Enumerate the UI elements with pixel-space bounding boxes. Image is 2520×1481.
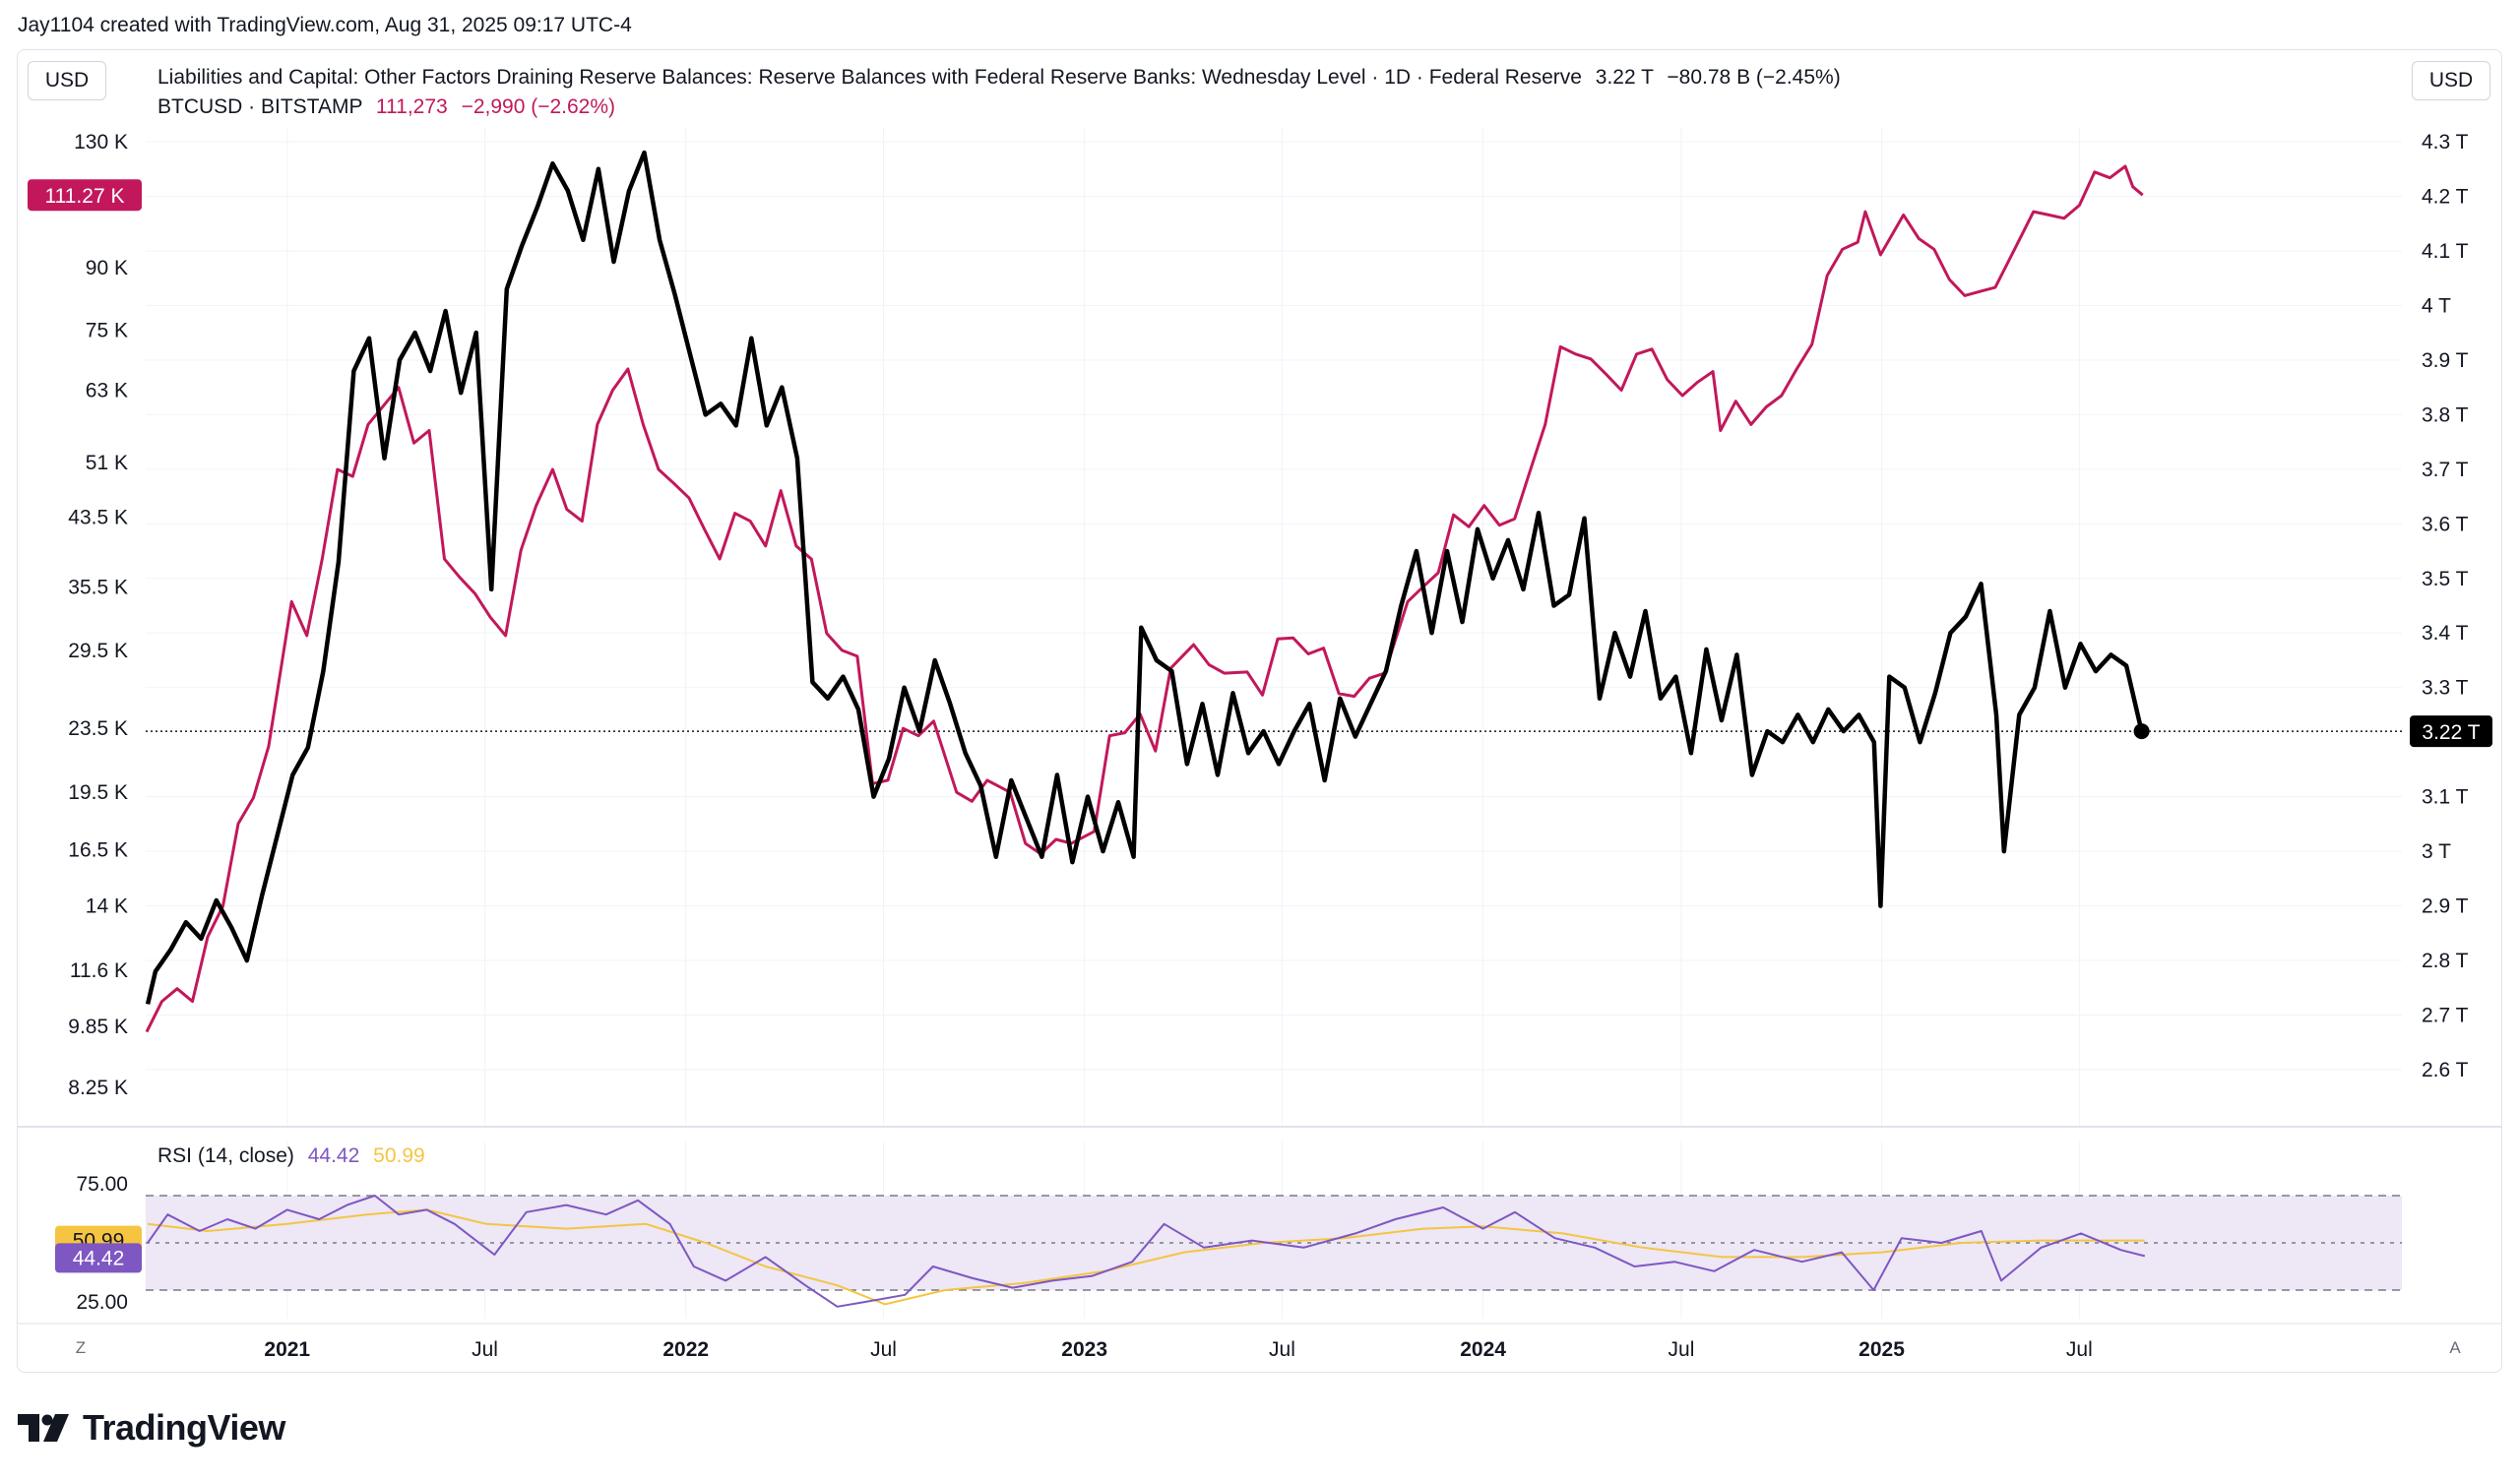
- time-axis-tick-label: Jul: [1669, 1338, 1695, 1361]
- rsi-ma-line: [147, 1208, 2145, 1306]
- right-axis-tick-label: 3.4 T: [2422, 622, 2469, 645]
- time-axis-tick-label: Jul: [1269, 1338, 1295, 1361]
- left-axis-tick-label: 35.5 K: [68, 576, 128, 598]
- left-axis-tick-label: 9.85 K: [68, 1016, 128, 1038]
- reserves-series-line: [145, 150, 2144, 1005]
- tradingview-logo-icon: [18, 1414, 69, 1442]
- btc-price-badge: 111.27 K: [28, 179, 142, 212]
- price-badge-text: 111.27 K: [45, 185, 125, 208]
- left-axis-tick-label: 14 K: [86, 895, 128, 918]
- grid: [146, 128, 2402, 1319]
- right-axis-tick-label: 3.9 T: [2422, 349, 2469, 372]
- left-axis-tick-label: 11.6 K: [70, 959, 128, 982]
- tradingview-logo: TradingView: [18, 1407, 285, 1449]
- time-axis-tick-label: Jul: [2066, 1338, 2093, 1361]
- auto-scale-toggle[interactable]: A: [2449, 1338, 2461, 1357]
- chart-legend: Liabilities and Capital: Other Factors D…: [158, 63, 1841, 122]
- price-badge-background: [2410, 715, 2492, 748]
- right-axis-tick-label: 3 T: [2422, 840, 2451, 863]
- legend-series1-name: Liabilities and Capital: Other Factors D…: [158, 66, 1582, 89]
- left-axis-tick-label: 75 K: [86, 320, 128, 342]
- price-badge-text: 3.22 T: [2422, 721, 2480, 744]
- right-axis: 4.3 T 4.2 T 4.1 T 4 T 3.9 T 3.8 T 3.7 T 3.6 T 3.…: [2422, 131, 2469, 1081]
- left-axis-tick-label: 23.5 K: [68, 717, 128, 740]
- right-axis-tick-label: 2.6 T: [2422, 1059, 2469, 1081]
- rsi-value-badge: 44.42: [55, 1243, 142, 1273]
- left-axis-tick-label: 90 K: [86, 257, 128, 279]
- right-axis-tick-label: 4.3 T: [2422, 131, 2469, 154]
- right-axis-tick-label: 3.1 T: [2422, 786, 2469, 809]
- left-axis: 130 K 90 K 75 K 63 K 51 K 43.5 K 35.5 K 29.5 K 2…: [68, 131, 128, 1099]
- rsi-axis-tick-label: 25.00: [76, 1291, 128, 1314]
- right-axis-tick-label: 2.8 T: [2422, 950, 2469, 972]
- rsi-label: RSI (14, close): [158, 1144, 294, 1167]
- right-axis-tick-label: 3.3 T: [2422, 677, 2469, 700]
- legend-series2-change: −2,990 (−2.62%): [461, 95, 616, 118]
- right-axis-tick-label: 4.2 T: [2422, 185, 2469, 208]
- left-axis-tick-label: 51 K: [86, 452, 128, 474]
- tradingview-logo-text: TradingView: [83, 1407, 285, 1448]
- legend-series2-name: BTCUSD · BITSTAMP: [158, 95, 363, 118]
- time-axis-tick-label: 2023: [1061, 1338, 1107, 1361]
- price-badge-text: 44.42: [73, 1247, 125, 1269]
- right-axis-tick-label: 4 T: [2422, 294, 2451, 317]
- right-axis-tick-label: 2.9 T: [2422, 895, 2469, 918]
- left-axis-tick-label: 43.5 K: [68, 507, 128, 529]
- time-axis-tick-label: 2022: [662, 1338, 709, 1361]
- right-axis-tick-label: 3.7 T: [2422, 459, 2469, 481]
- legend-series2-value: 111,273: [375, 95, 448, 118]
- btc-series-line: [145, 164, 2144, 1033]
- legend-series2[interactable]: BTCUSD · BITSTAMP 111,273 −2,990 (−2.62%…: [158, 93, 1841, 122]
- time-axis-tick-label: 2024: [1460, 1338, 1506, 1361]
- rsi-ma-value: 50.99: [373, 1144, 425, 1167]
- right-axis-tick-label: 4.1 T: [2422, 240, 2469, 263]
- left-currency-button[interactable]: USD: [28, 61, 106, 100]
- legend-series1[interactable]: Liabilities and Capital: Other Factors D…: [158, 63, 1841, 93]
- left-axis-tick-label: 19.5 K: [68, 781, 128, 804]
- rsi-axis-tick-label: 75.00: [76, 1173, 128, 1196]
- right-axis-tick-label: 3.5 T: [2422, 568, 2469, 590]
- chart-frame: [17, 49, 2502, 1373]
- legend-series1-value: 3.22 T: [1595, 66, 1654, 89]
- price-badge-background: [55, 1243, 142, 1273]
- time-axis: 2021 Jul 2022 Jul 2023 Jul 2024 Jul 2025 Jul: [264, 1338, 2092, 1361]
- left-axis-tick-label: 8.25 K: [68, 1077, 128, 1099]
- rsi-legend[interactable]: RSI (14, close) 44.42 50.99: [158, 1142, 425, 1171]
- legend-series1-change: −80.78 B (−2.45%): [1667, 66, 1841, 89]
- time-axis-tick-label: 2021: [264, 1338, 310, 1361]
- price-badge-background: [28, 179, 142, 212]
- time-axis-tick-label: Jul: [472, 1338, 498, 1361]
- right-axis-tick-label: 3.8 T: [2422, 403, 2469, 426]
- right-currency-button[interactable]: USD: [2412, 61, 2490, 100]
- left-axis-tick-label: 16.5 K: [68, 838, 128, 861]
- rsi-line: [147, 1195, 2146, 1308]
- time-axis-tick-label: Jul: [870, 1338, 897, 1361]
- left-axis-tick-label: 130 K: [74, 131, 128, 154]
- attribution-text: Jay1104 created with TradingView.com, Au…: [18, 14, 632, 36]
- left-axis-tick-label: 63 K: [86, 379, 128, 401]
- time-axis-tick-label: 2025: [1858, 1338, 1905, 1361]
- rsi-value: 44.42: [307, 1144, 360, 1167]
- reserves-price-badge: 3.22 T: [2410, 715, 2492, 748]
- reserves-last-point: [2133, 723, 2150, 740]
- left-axis-tick-label: 29.5 K: [68, 640, 128, 662]
- log-scale-toggle[interactable]: Z: [75, 1338, 87, 1357]
- right-axis-tick-label: 3.6 T: [2422, 513, 2469, 535]
- right-axis-tick-label: 2.7 T: [2422, 1005, 2469, 1027]
